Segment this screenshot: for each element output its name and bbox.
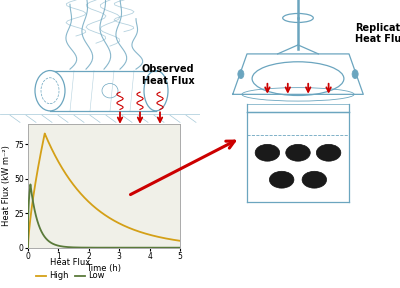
Ellipse shape xyxy=(238,70,244,79)
Ellipse shape xyxy=(352,70,358,79)
Y-axis label: Heat Flux (kW m⁻²): Heat Flux (kW m⁻²) xyxy=(2,145,11,226)
X-axis label: Time (h): Time (h) xyxy=(86,264,122,273)
Ellipse shape xyxy=(316,144,341,161)
Ellipse shape xyxy=(35,71,65,111)
Text: Replicated
Heat Flux: Replicated Heat Flux xyxy=(355,23,400,45)
Ellipse shape xyxy=(302,171,326,188)
Ellipse shape xyxy=(255,144,280,161)
Legend: High, Low: High, Low xyxy=(32,255,108,284)
Ellipse shape xyxy=(270,171,294,188)
Ellipse shape xyxy=(286,144,310,161)
Text: Observed
Heat Flux: Observed Heat Flux xyxy=(142,64,194,86)
